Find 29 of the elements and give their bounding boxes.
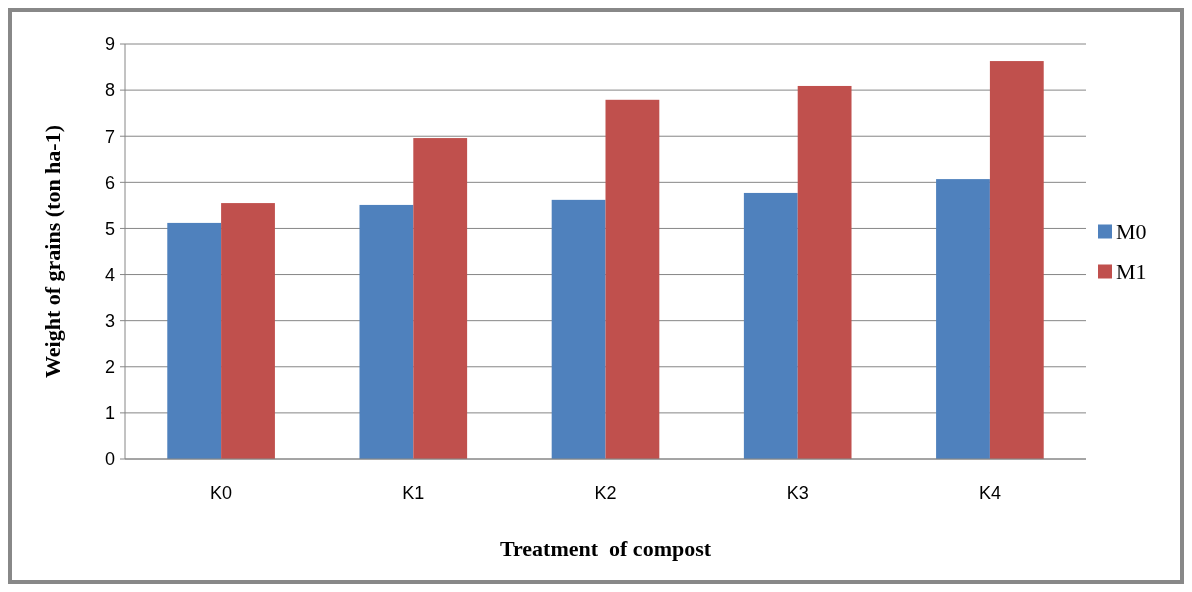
x-axis-title: Treatment of compost bbox=[499, 536, 712, 561]
bar bbox=[551, 199, 606, 459]
bar bbox=[989, 61, 1044, 459]
bar bbox=[936, 179, 990, 459]
bar bbox=[605, 99, 660, 459]
x-tick-label: K4 bbox=[978, 483, 1001, 503]
x-tick-label: K1 bbox=[402, 483, 425, 503]
legend-label: M1 bbox=[1116, 259, 1147, 285]
bar bbox=[743, 192, 798, 459]
y-tick-label: 9 bbox=[104, 34, 115, 55]
bar bbox=[413, 138, 468, 459]
y-tick-label: 8 bbox=[104, 80, 115, 101]
y-tick-label: 6 bbox=[104, 172, 115, 193]
y-tick-label: 2 bbox=[104, 357, 115, 378]
y-tick-label: 4 bbox=[104, 264, 115, 285]
x-tick-label: K0 bbox=[210, 483, 233, 503]
y-tick-label: 3 bbox=[104, 310, 115, 331]
y-axis-title: Weight of grains (ton ha-1) bbox=[40, 125, 65, 378]
bar bbox=[797, 85, 852, 459]
y-tick-label: 7 bbox=[104, 126, 115, 147]
legend-label: M0 bbox=[1116, 219, 1147, 245]
bar bbox=[167, 222, 222, 459]
bar bbox=[359, 204, 414, 459]
x-tick-label: K3 bbox=[786, 483, 809, 503]
y-tick-label: 0 bbox=[104, 449, 115, 470]
x-tick-label: K2 bbox=[594, 483, 617, 503]
y-tick-label: 1 bbox=[104, 403, 115, 424]
bar bbox=[221, 203, 275, 459]
y-tick-label: 5 bbox=[104, 218, 115, 239]
